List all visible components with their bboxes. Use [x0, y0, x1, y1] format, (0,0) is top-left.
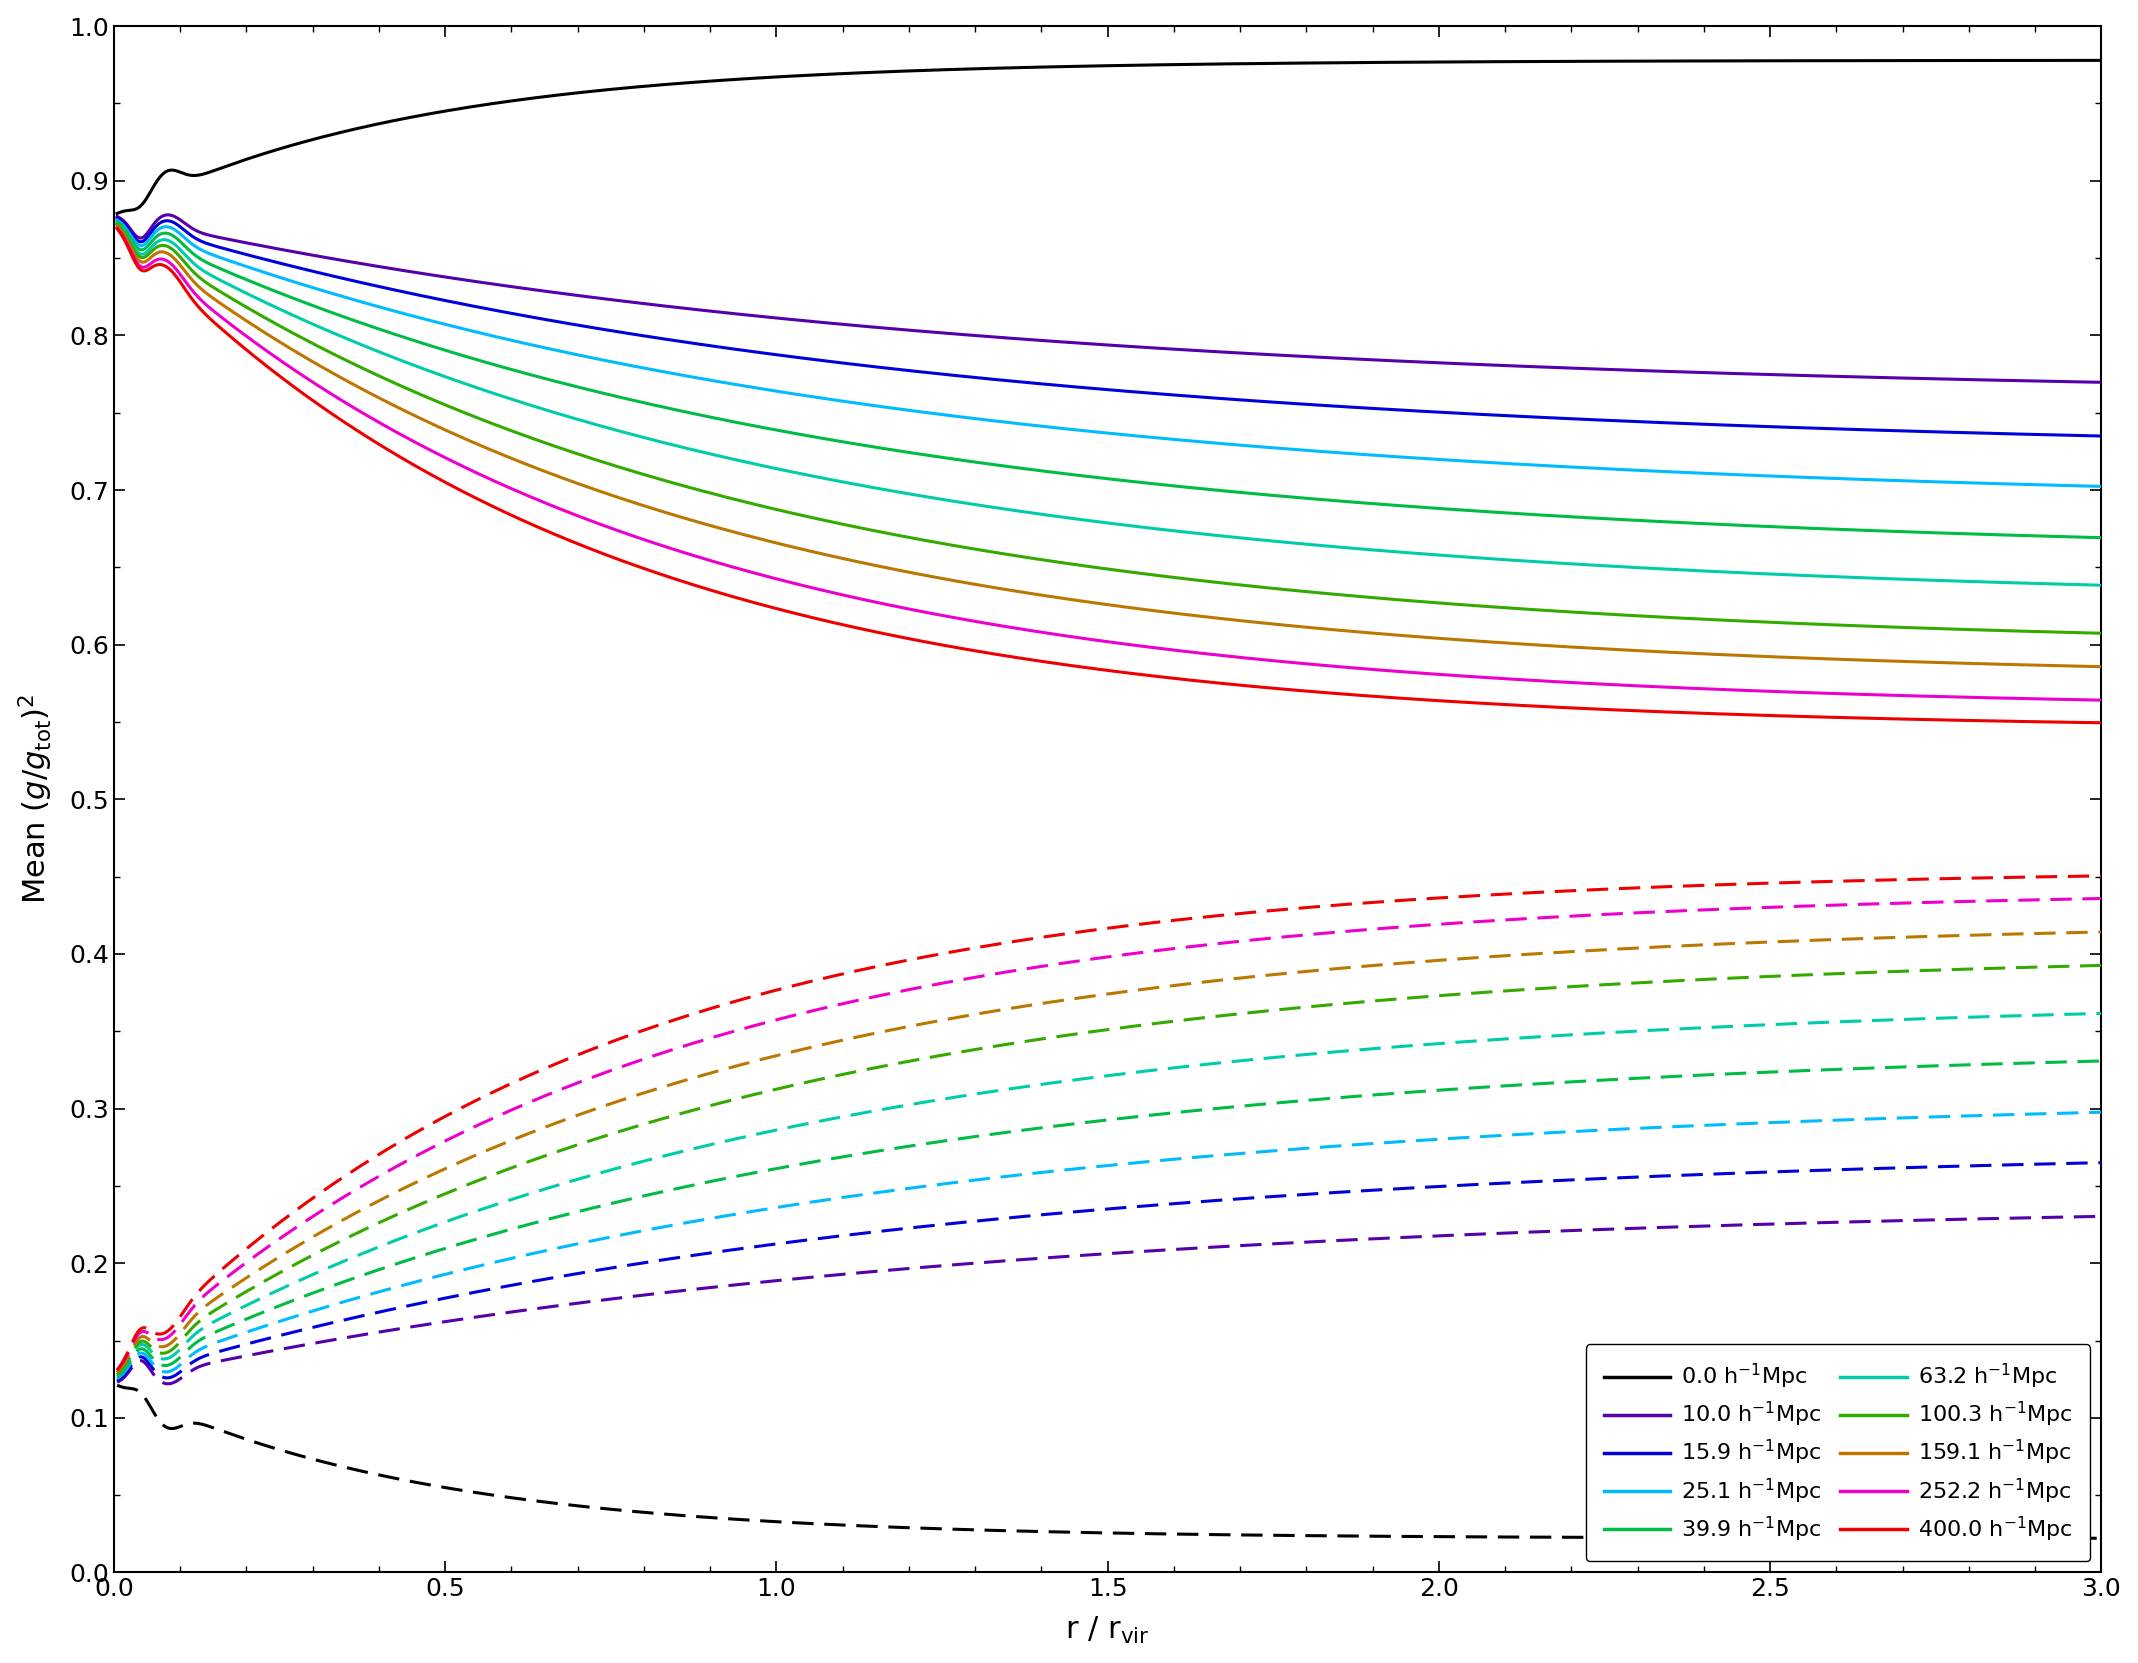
Y-axis label: Mean $(g/g_{\rm tot})^2$: Mean $(g/g_{\rm tot})^2$ — [17, 695, 56, 905]
Legend: 0.0 h$^{-1}$Mpc, 10.0 h$^{-1}$Mpc, 15.9 h$^{-1}$Mpc, 25.1 h$^{-1}$Mpc, 39.9 h$^{: 0.0 h$^{-1}$Mpc, 10.0 h$^{-1}$Mpc, 15.9 … — [1586, 1344, 2091, 1562]
X-axis label: r / r$_{\rm vir}$: r / r$_{\rm vir}$ — [1065, 1615, 1150, 1646]
